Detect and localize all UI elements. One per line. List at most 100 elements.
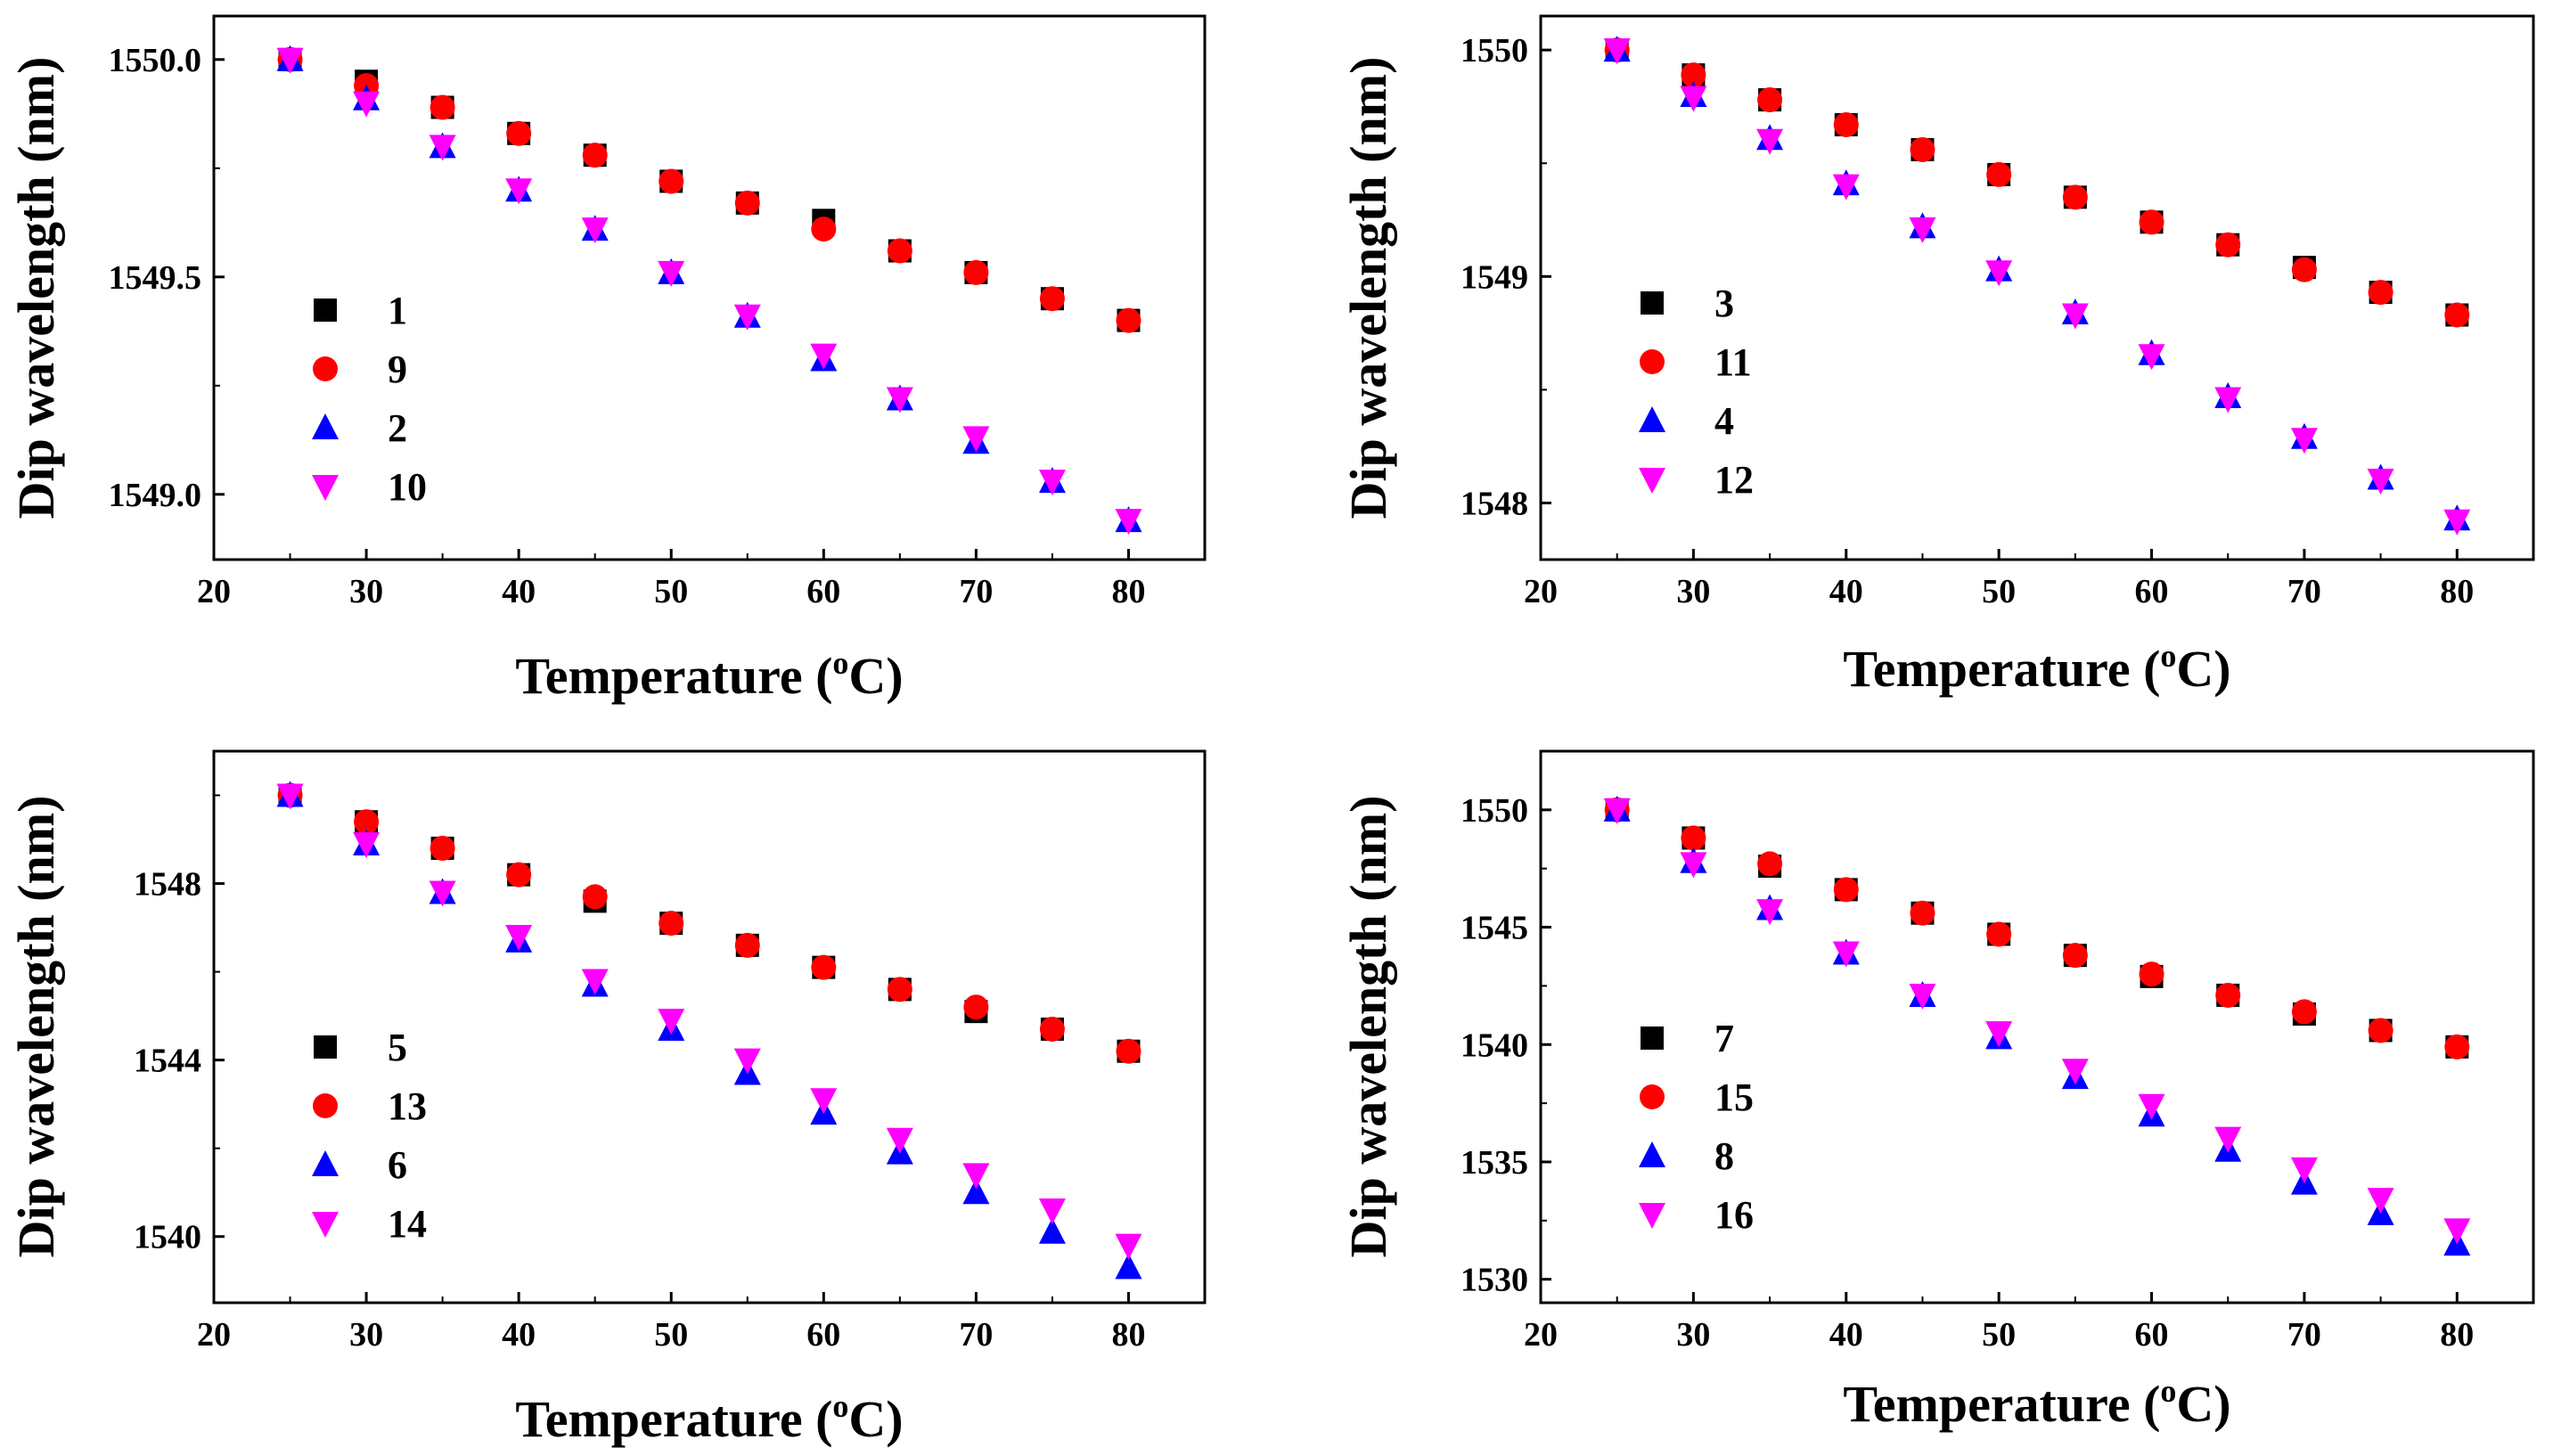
data-point bbox=[658, 1009, 685, 1035]
legend-marker bbox=[313, 1093, 338, 1118]
data-point bbox=[506, 862, 532, 888]
data-point bbox=[1038, 1198, 1066, 1225]
plot-frame bbox=[1539, 14, 2535, 561]
legend-label: 4 bbox=[1714, 399, 1734, 443]
data-point bbox=[2138, 344, 2165, 371]
legend-label: 3 bbox=[1714, 282, 1734, 325]
x-tick-label: 80 bbox=[1111, 573, 1145, 610]
legend-label: 7 bbox=[1714, 1017, 1734, 1060]
data-point bbox=[276, 783, 304, 810]
data-point bbox=[1115, 1233, 1142, 1260]
data-point bbox=[887, 238, 912, 264]
data-point bbox=[1039, 286, 1065, 312]
data-point bbox=[1909, 217, 1936, 243]
legend: 3 11 4 12 bbox=[1639, 282, 1754, 502]
x-axis-title: Temperature (oC) bbox=[515, 645, 903, 705]
legend-label: 10 bbox=[388, 465, 427, 509]
data-point bbox=[962, 426, 990, 453]
legend-marker bbox=[1639, 468, 1665, 494]
y-tick-label: 1549 bbox=[1461, 258, 1528, 296]
data-point bbox=[1038, 1217, 1066, 1244]
data-point bbox=[963, 994, 989, 1020]
legend-marker bbox=[1641, 1027, 1664, 1050]
data-point bbox=[963, 259, 989, 285]
data-point bbox=[2291, 999, 2317, 1025]
data-point bbox=[1116, 307, 1141, 333]
data-point bbox=[733, 1048, 761, 1075]
y-axis-title: Dip wavelength (nm) bbox=[7, 57, 65, 519]
x-tick-label: 40 bbox=[1829, 1316, 1863, 1354]
data-point bbox=[2444, 1034, 2470, 1059]
data-point bbox=[734, 190, 760, 216]
data-point bbox=[810, 1088, 838, 1115]
series-14 bbox=[276, 783, 1142, 1260]
data-point bbox=[2214, 1126, 2242, 1153]
y-tick-label: 1540 bbox=[134, 1219, 201, 1256]
x-tick-label: 60 bbox=[2135, 573, 2169, 610]
y-tick-label: 1550.0 bbox=[109, 42, 202, 79]
data-point bbox=[1910, 900, 1935, 926]
x-tick-label: 80 bbox=[2440, 573, 2474, 610]
y-axis-title: Dip wavelength (nm) bbox=[1339, 796, 1397, 1258]
data-point bbox=[354, 809, 380, 835]
series-11 bbox=[1604, 37, 2470, 328]
data-point bbox=[1603, 798, 1631, 824]
x-tick-label: 60 bbox=[2135, 1316, 2169, 1354]
x-tick-label: 50 bbox=[1982, 573, 2016, 610]
series-16 bbox=[1603, 798, 2471, 1245]
series-13 bbox=[277, 782, 1141, 1064]
x-tick-label: 50 bbox=[654, 573, 688, 610]
x-tick-label: 30 bbox=[1676, 573, 1710, 610]
data-point bbox=[1833, 112, 1859, 137]
y-tick-label: 1550 bbox=[1461, 32, 1528, 70]
data-point bbox=[1681, 825, 1706, 851]
data-point bbox=[2368, 280, 2393, 306]
data-point bbox=[811, 217, 837, 242]
legend-marker bbox=[312, 1212, 339, 1238]
plot-frame bbox=[1539, 749, 2535, 1305]
data-point bbox=[1115, 509, 1142, 536]
legend: 1 9 2 10 bbox=[312, 289, 427, 509]
data-point bbox=[2214, 387, 2242, 413]
x-tick-label: 30 bbox=[1676, 1316, 1710, 1354]
data-point bbox=[1757, 87, 1783, 113]
data-point bbox=[962, 1178, 990, 1205]
legend-label: 8 bbox=[1714, 1134, 1734, 1178]
chart-panel-bottom-left: 20 30 40 50 60 70 80 1540 1544 1548 Temperature (o… bbox=[7, 749, 1207, 1448]
y-tick-label: 1550 bbox=[1461, 792, 1528, 830]
data-point bbox=[2367, 469, 2394, 495]
data-point bbox=[1680, 86, 1707, 112]
data-point bbox=[1681, 62, 1706, 88]
data-point bbox=[2444, 302, 2470, 328]
x-tick-label: 40 bbox=[502, 573, 536, 610]
legend-label: 5 bbox=[388, 1026, 407, 1069]
x-tick-label: 60 bbox=[806, 573, 840, 610]
x-tick-label: 20 bbox=[197, 573, 231, 610]
legend-marker bbox=[312, 1150, 339, 1176]
data-point bbox=[2290, 428, 2318, 454]
legend-marker bbox=[313, 356, 338, 381]
plot-frame bbox=[212, 749, 1207, 1305]
data-point bbox=[2443, 509, 2471, 536]
x-tick-label: 70 bbox=[2287, 573, 2321, 610]
x-tick-label: 80 bbox=[2440, 1316, 2474, 1354]
data-point bbox=[1909, 983, 1936, 1010]
data-point bbox=[2443, 1218, 2471, 1245]
y-tick-label: 1530 bbox=[1461, 1262, 1528, 1299]
data-point bbox=[811, 954, 837, 980]
data-point bbox=[1833, 877, 1859, 903]
data-point bbox=[1832, 174, 1860, 200]
data-point bbox=[810, 343, 838, 370]
data-point bbox=[1910, 136, 1935, 162]
data-point bbox=[2062, 943, 2088, 969]
data-point bbox=[1986, 921, 2012, 947]
x-tick-label: 70 bbox=[959, 573, 993, 610]
data-point bbox=[886, 387, 913, 413]
x-axis-title: Temperature (oC) bbox=[1843, 638, 2230, 698]
data-point bbox=[2139, 961, 2164, 987]
data-point bbox=[2062, 184, 2088, 210]
data-point bbox=[2061, 1059, 2089, 1085]
data-point bbox=[659, 168, 684, 194]
data-point bbox=[2215, 982, 2241, 1008]
data-point bbox=[505, 178, 533, 205]
